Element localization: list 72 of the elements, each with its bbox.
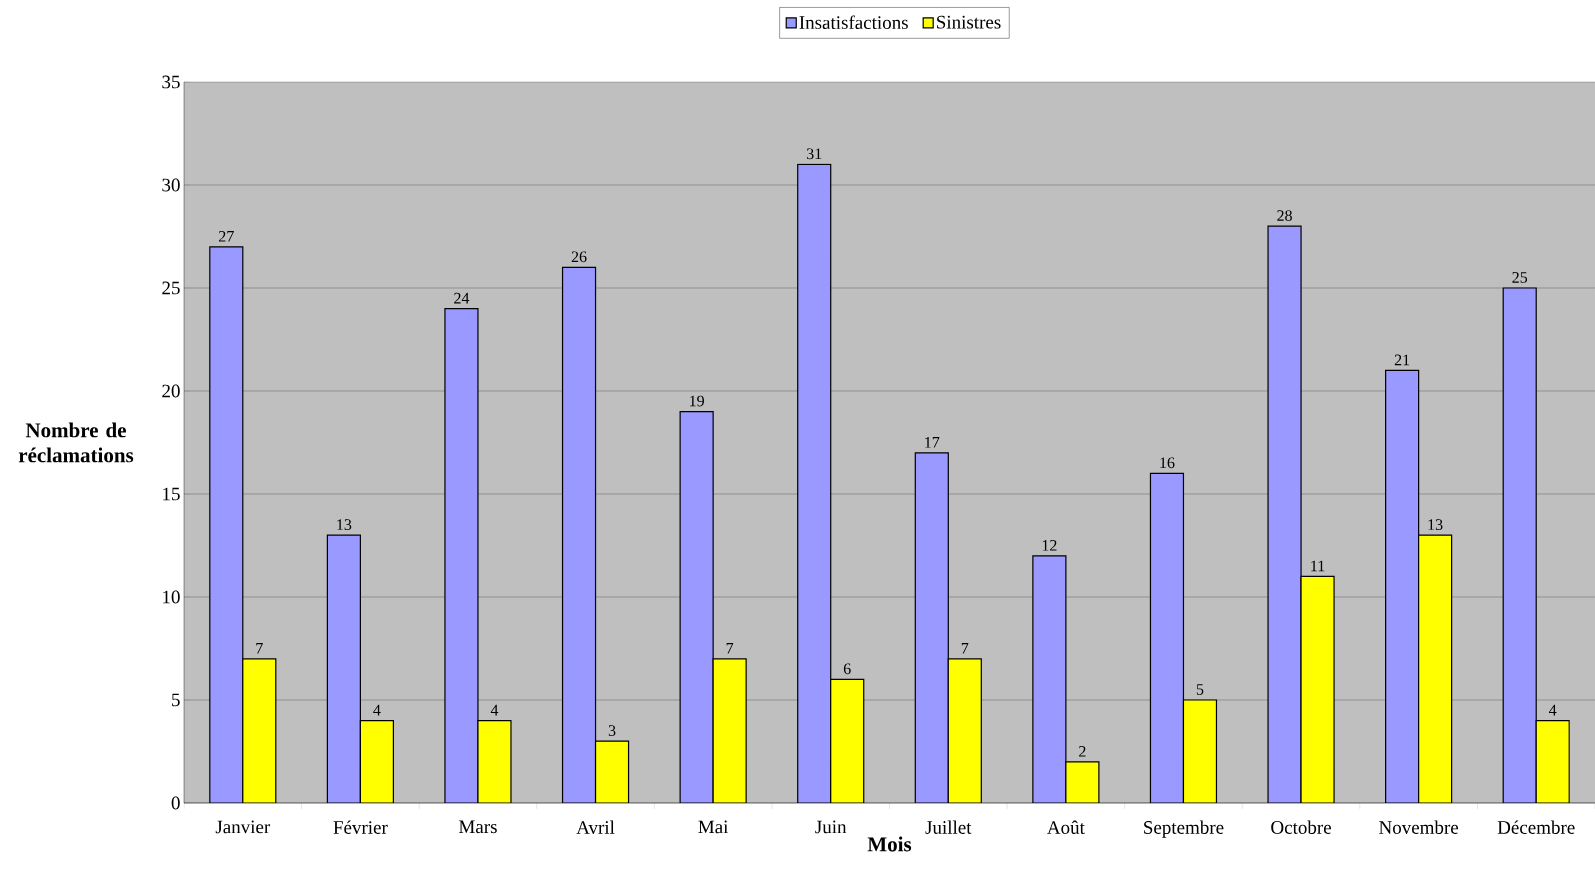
bar bbox=[712, 658, 747, 803]
data-label: 19 bbox=[690, 395, 704, 407]
bar bbox=[1065, 761, 1100, 803]
bar bbox=[1032, 555, 1067, 803]
data-label: 21 bbox=[1394, 354, 1410, 366]
bar bbox=[797, 163, 832, 803]
x-tick-label: Mars bbox=[458, 820, 497, 834]
legend-label: Insatisfactions bbox=[799, 15, 908, 29]
data-label: 7 bbox=[726, 643, 734, 654]
data-label: 2 bbox=[1079, 746, 1086, 757]
x-tick-label: Avril bbox=[576, 820, 615, 834]
data-label: 6 bbox=[843, 663, 851, 675]
data-label: 4 bbox=[1549, 704, 1557, 716]
y-tick-label: 5 bbox=[172, 693, 180, 707]
bar bbox=[1149, 472, 1185, 803]
y-axis-title: Nombre de réclamations bbox=[18, 422, 134, 463]
x-tick-label: Janvier bbox=[215, 820, 271, 834]
bar bbox=[444, 307, 479, 803]
x-tick-label: Mai bbox=[698, 820, 729, 834]
y-tick-label: 0 bbox=[171, 796, 180, 810]
data-label: 13 bbox=[1428, 519, 1443, 530]
x-tick-label: Octobre bbox=[1271, 820, 1331, 834]
y-tick-label: 20 bbox=[162, 384, 180, 398]
bar bbox=[914, 452, 949, 803]
y-tick-label: 30 bbox=[162, 178, 180, 192]
y-tick-label: 15 bbox=[163, 487, 180, 501]
bar bbox=[1182, 699, 1218, 803]
data-label: 27 bbox=[219, 231, 234, 242]
bar bbox=[359, 719, 394, 803]
x-tick-label: Novembre bbox=[1379, 820, 1459, 834]
data-label: 5 bbox=[1196, 684, 1204, 695]
bar bbox=[947, 658, 982, 803]
y-tick-label: 25 bbox=[162, 281, 180, 295]
y-tick-label: 35 bbox=[162, 75, 180, 89]
data-label: 13 bbox=[337, 519, 352, 530]
bar bbox=[1502, 287, 1537, 803]
bar bbox=[1300, 575, 1335, 803]
data-label: 16 bbox=[1160, 457, 1175, 469]
bar bbox=[830, 678, 865, 803]
data-label: 24 bbox=[454, 292, 470, 304]
x-tick-label: Juillet bbox=[925, 820, 972, 834]
data-label: 12 bbox=[1042, 540, 1057, 551]
bar bbox=[679, 410, 714, 803]
x-tick-label: Août bbox=[1047, 820, 1085, 834]
data-label: 4 bbox=[490, 704, 499, 716]
bar bbox=[1418, 534, 1453, 803]
data-label: 28 bbox=[1277, 210, 1292, 221]
y-tick-label: 10 bbox=[163, 590, 180, 604]
bar bbox=[1267, 225, 1302, 803]
bar bbox=[1385, 369, 1420, 803]
x-tick-label: Février bbox=[333, 820, 388, 834]
data-label: 7 bbox=[961, 643, 969, 654]
x-tick-label: Juin bbox=[815, 820, 847, 834]
bar bbox=[561, 266, 597, 803]
bar bbox=[477, 719, 512, 803]
data-label: 3 bbox=[608, 725, 616, 736]
x-tick-label: Décembre bbox=[1497, 820, 1575, 834]
bar bbox=[594, 740, 630, 803]
bar bbox=[1535, 719, 1570, 803]
x-tick-label: Septembre bbox=[1144, 820, 1224, 838]
data-label: 26 bbox=[571, 251, 587, 263]
legend-label: Sinistres bbox=[937, 15, 1001, 29]
bar bbox=[242, 658, 277, 803]
data-label: 4 bbox=[373, 704, 381, 716]
bar bbox=[326, 534, 361, 803]
bar bbox=[209, 246, 244, 803]
data-label: 7 bbox=[256, 643, 263, 654]
data-label: 25 bbox=[1512, 272, 1528, 283]
data-label: 17 bbox=[925, 437, 940, 448]
x-axis-title: Mois bbox=[867, 836, 912, 852]
data-label: 31 bbox=[806, 148, 822, 160]
data-label: 11 bbox=[1311, 560, 1325, 572]
